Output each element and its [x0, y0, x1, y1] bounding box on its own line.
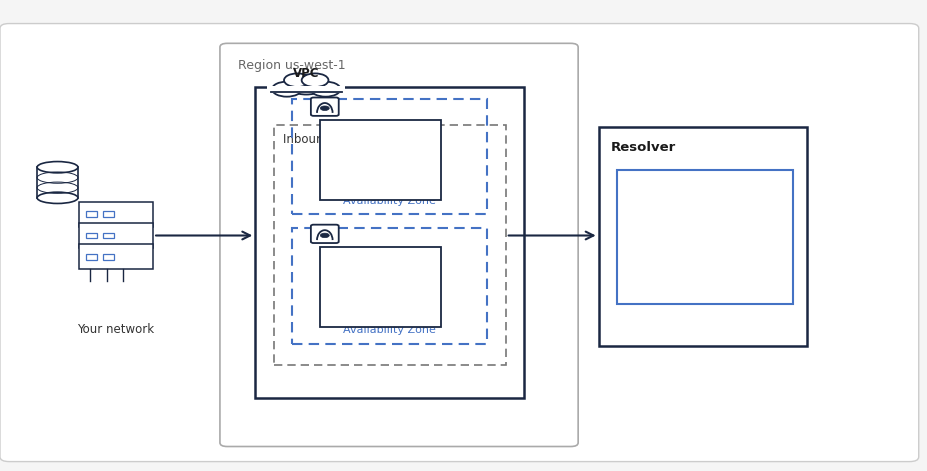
- FancyBboxPatch shape: [311, 225, 338, 243]
- Bar: [616, 170, 793, 304]
- Text: Availability Zone: Availability Zone: [343, 325, 436, 335]
- Bar: [103, 254, 114, 260]
- Circle shape: [284, 73, 311, 87]
- Circle shape: [301, 73, 328, 87]
- Bar: [79, 223, 153, 248]
- Bar: [86, 211, 97, 217]
- Text: Availability Zone: Availability Zone: [343, 196, 436, 206]
- Bar: [103, 211, 114, 217]
- Bar: [79, 244, 153, 269]
- Bar: [255, 87, 524, 398]
- Circle shape: [320, 233, 329, 238]
- Bar: [267, 86, 345, 93]
- Bar: [79, 202, 153, 227]
- Text: Rules: Rules: [688, 230, 721, 243]
- Text: IP address: IP address: [349, 165, 411, 179]
- Text: Your network: Your network: [77, 323, 155, 336]
- Text: Inbound endpoint: Inbound endpoint: [283, 133, 387, 146]
- Ellipse shape: [37, 192, 78, 203]
- Bar: [292, 99, 487, 214]
- Text: VPC subnet: VPC subnet: [347, 269, 413, 282]
- Bar: [320, 120, 440, 200]
- Bar: [598, 127, 806, 346]
- Bar: [86, 233, 97, 238]
- Text: VPC subnet: VPC subnet: [347, 142, 413, 155]
- Bar: [292, 228, 487, 344]
- Bar: [273, 125, 505, 365]
- Bar: [103, 233, 114, 238]
- Circle shape: [272, 81, 301, 97]
- Bar: [320, 247, 440, 327]
- Bar: [86, 254, 97, 260]
- Text: VPC: VPC: [293, 67, 319, 81]
- Text: Resolver: Resolver: [610, 141, 675, 154]
- Text: IP address: IP address: [349, 292, 411, 306]
- FancyBboxPatch shape: [0, 24, 918, 462]
- Circle shape: [286, 75, 325, 95]
- Ellipse shape: [37, 162, 78, 173]
- FancyBboxPatch shape: [311, 97, 338, 116]
- FancyBboxPatch shape: [220, 43, 578, 447]
- Circle shape: [320, 106, 329, 111]
- Circle shape: [311, 81, 340, 97]
- Text: Region us-west-1: Region us-west-1: [238, 59, 346, 72]
